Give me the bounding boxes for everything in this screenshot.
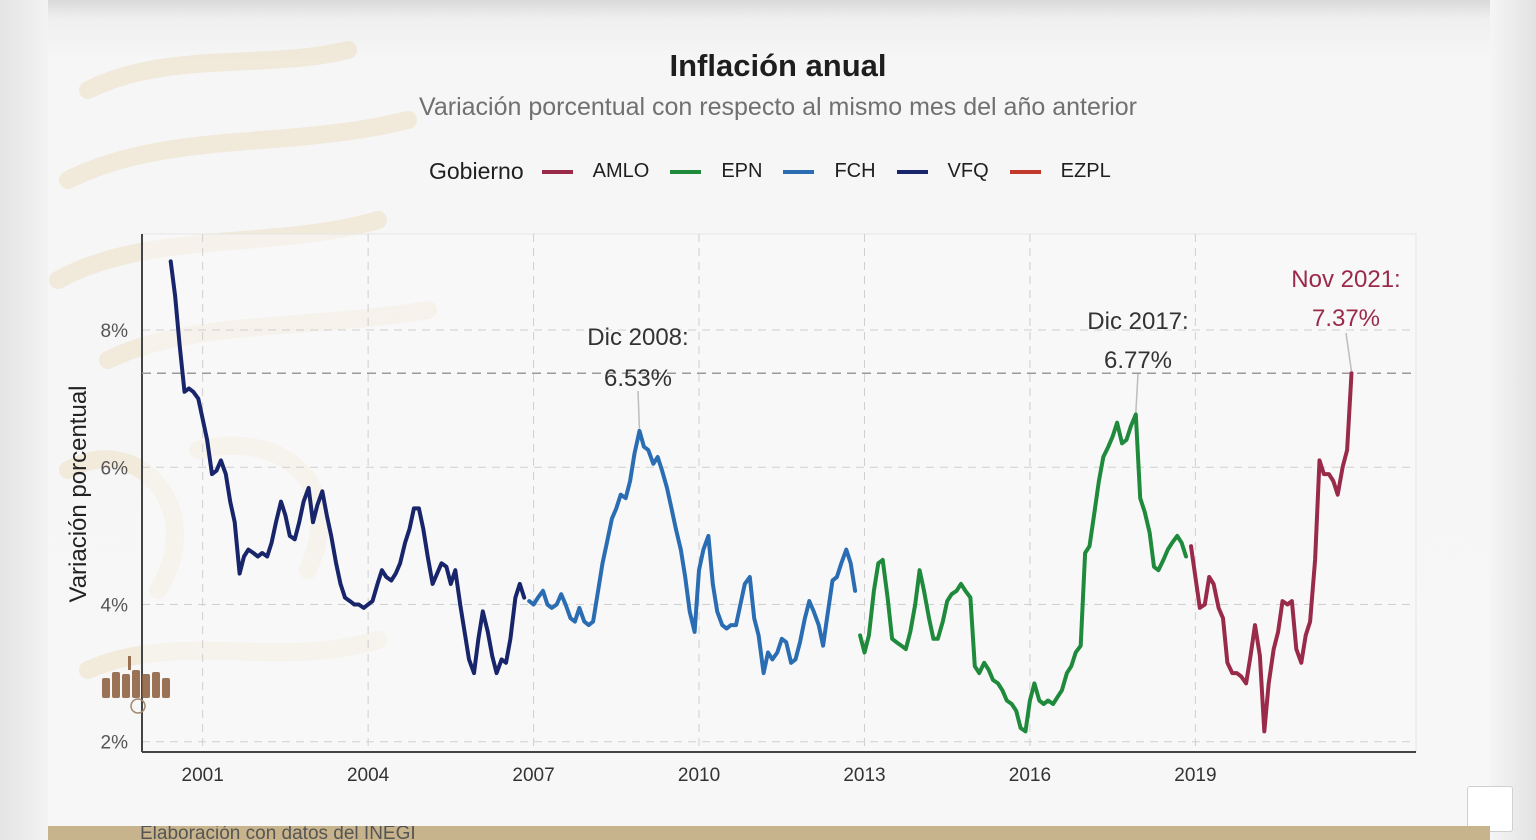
- x-tick-label: 2013: [843, 765, 885, 786]
- left-frame: [0, 0, 48, 840]
- chart-subtitle: Variación porcentual con respecto al mis…: [419, 93, 1137, 121]
- annotation-value: 6.53%: [604, 365, 672, 392]
- x-tick-label: 2010: [678, 765, 720, 786]
- series-line-amlo: [1189, 371, 1354, 734]
- annotation-value: 6.77%: [1104, 347, 1172, 374]
- legend-label-vfq: VFQ: [947, 160, 989, 182]
- legend-swatch-ezpl: [1009, 169, 1041, 174]
- series-line-vfq: [168, 259, 527, 676]
- y-tick-label: 2%: [101, 733, 129, 754]
- plot-area: [141, 233, 1417, 753]
- x-tick-label: 2016: [1009, 765, 1051, 786]
- footer-source: Elaboración con datos del INEGI: [140, 826, 416, 840]
- legend-title: Gobierno: [429, 158, 524, 184]
- right-frame: [1490, 0, 1536, 840]
- heroes-logo: [102, 656, 170, 714]
- annotation-leader: [1135, 373, 1139, 413]
- legend-item-amlo: AMLO: [541, 160, 650, 183]
- y-axis-label: Variación porcentual: [65, 385, 92, 602]
- footer-bar: [48, 826, 1490, 840]
- series-line-epn: [858, 412, 1188, 734]
- y-tick-label: 8%: [101, 321, 129, 342]
- legend-label-amlo: AMLO: [592, 160, 650, 182]
- x-tick-label: 2001: [182, 765, 224, 786]
- annotation-leader: [637, 390, 641, 429]
- legend-swatch-amlo: [541, 169, 573, 174]
- y-tick-label: 6%: [101, 458, 129, 479]
- y-tick-label: 4%: [101, 595, 129, 616]
- gobierno-de-mexico-logo: [1467, 786, 1513, 832]
- annotation-label: Nov 2021:: [1291, 266, 1400, 293]
- x-tick-label: 2019: [1174, 765, 1216, 786]
- legend-swatch-fch: [783, 169, 815, 174]
- legend-item-ezpl: EZPL: [1009, 160, 1111, 183]
- legend-item-fch: FCH: [783, 160, 876, 183]
- annotation-label: Dic 2017:: [1087, 308, 1188, 335]
- x-tick-label: 2007: [512, 765, 554, 786]
- series-line-fch: [527, 428, 858, 676]
- legend-swatch-epn: [670, 169, 702, 174]
- legend-label-ezpl: EZPL: [1060, 160, 1111, 182]
- legend-swatch-vfq: [896, 169, 928, 174]
- legend-item-epn: EPN: [670, 160, 762, 183]
- annotation-label: Dic 2008:: [587, 324, 688, 351]
- chart-title: Inflación anual: [669, 48, 887, 83]
- x-tick-label: 2004: [347, 765, 390, 786]
- legend-label-epn: EPN: [721, 160, 763, 182]
- legend-label-fch: FCH: [834, 160, 876, 182]
- annotation-leader: [1345, 332, 1353, 372]
- legend: Gobierno AMLO EPN FCH VFQ EZPL: [429, 158, 1132, 185]
- annotation-value: 7.37%: [1312, 305, 1380, 332]
- legend-item-vfq: VFQ: [896, 160, 989, 183]
